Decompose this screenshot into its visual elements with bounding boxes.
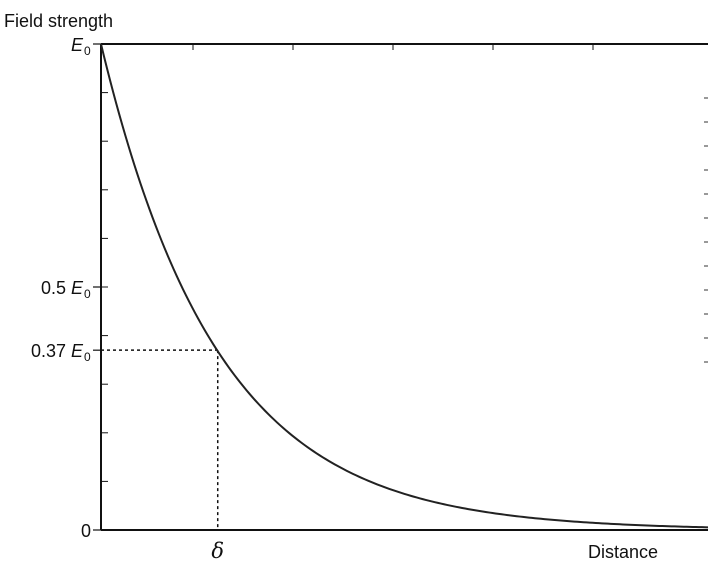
x-axis-title: Distance: [588, 542, 658, 562]
y-tick-label: 0: [81, 521, 91, 541]
y-tick-label: 0.37 E: [31, 341, 84, 361]
x-tick-label-delta: δ: [211, 539, 224, 563]
plot-area: E 00.5 E 00.37 E 00δ: [31, 35, 709, 563]
y-tick-subscript: 0: [84, 44, 91, 58]
y-tick-subscript: 0: [84, 350, 91, 364]
y-tick-label: 0.5 E: [41, 278, 84, 298]
y-tick-subscript: 0: [84, 287, 91, 301]
decay-curve: [100, 43, 709, 529]
y-axis-title: Field strength: [4, 11, 113, 31]
y-tick-label: E: [71, 35, 84, 55]
